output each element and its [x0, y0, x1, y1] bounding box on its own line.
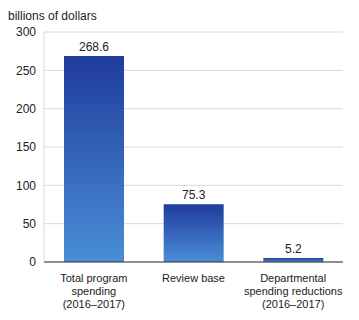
svg-text:0: 0	[29, 255, 36, 269]
html-text:billions of dollars: billions of dollars	[8, 9, 97, 23]
svg-text:200: 200	[16, 102, 36, 116]
svg-text:250: 250	[16, 64, 36, 78]
svg-text:Review base: Review base	[162, 272, 225, 284]
svg-text:100: 100	[16, 179, 36, 193]
svg-text:268.6: 268.6	[79, 40, 109, 54]
svg-text:300: 300	[16, 25, 36, 39]
svg-text:Departmentalspending reduction: Departmentalspending reductions(2016–201…	[244, 272, 343, 310]
svg-text:5.2: 5.2	[285, 242, 302, 256]
svg-text:Total programspending(2016–201: Total programspending(2016–2017)	[60, 272, 127, 310]
svg-text:50: 50	[23, 217, 37, 231]
svg-text:75.3: 75.3	[182, 188, 206, 202]
svg-text:150: 150	[16, 140, 36, 154]
